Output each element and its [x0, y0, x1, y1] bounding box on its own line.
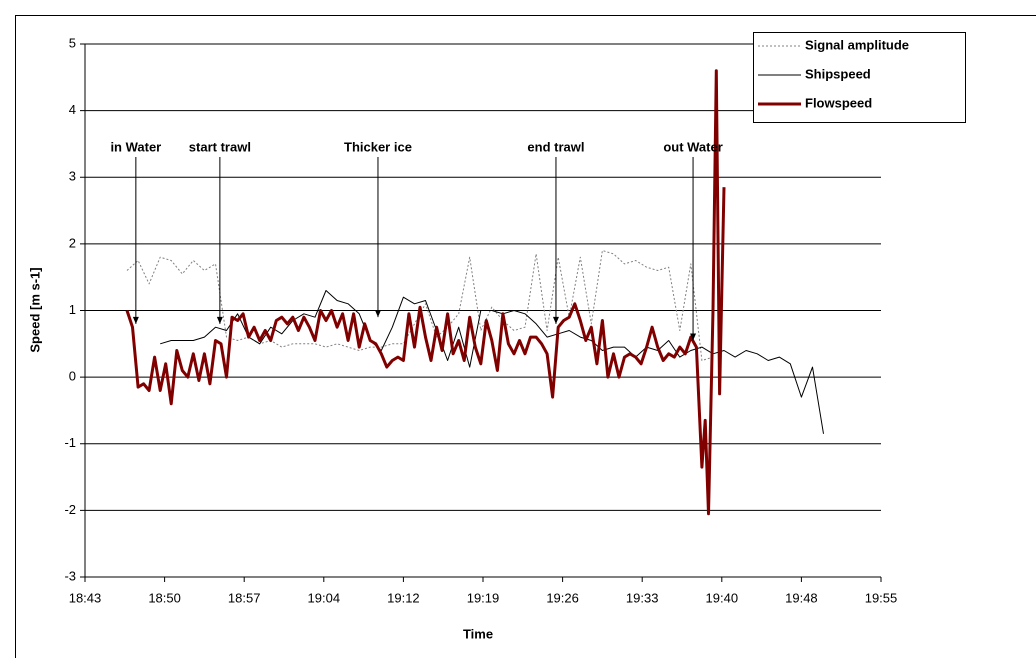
x-axis-label: Time — [463, 626, 493, 641]
y-tick-label: 1 — [69, 302, 76, 317]
series-line — [125, 69, 726, 516]
x-tick-label: 19:40 — [706, 590, 739, 605]
annotation-arrowhead — [690, 333, 697, 341]
x-tick-label: 19:26 — [546, 590, 579, 605]
x-tick-label: 19:04 — [308, 590, 341, 605]
annotation-label: start trawl — [189, 139, 251, 154]
y-axis-label: Speed [m s-1] — [27, 267, 42, 352]
x-tick-label: 19:12 — [387, 590, 420, 605]
x-tick-label: 18:57 — [228, 590, 261, 605]
x-tick-label: 19:48 — [785, 590, 818, 605]
x-tick-label: 19:55 — [865, 590, 898, 605]
annotation-label: out Water — [663, 139, 722, 154]
x-tick-label: 19:19 — [467, 590, 500, 605]
x-tick-label: 18:43 — [69, 590, 102, 605]
y-tick-label: -1 — [64, 435, 76, 450]
y-tick-label: 0 — [69, 369, 76, 384]
y-tick-label: 5 — [69, 35, 76, 50]
annotation-arrowhead — [374, 310, 381, 318]
legend-label: Shipspeed — [805, 66, 871, 81]
y-tick-label: -3 — [64, 568, 76, 583]
y-tick-label: -2 — [64, 502, 76, 517]
legend-label: Flowspeed — [805, 95, 872, 110]
annotation-arrowhead — [216, 316, 223, 324]
y-tick-label: 4 — [69, 102, 76, 117]
annotation-arrowhead — [132, 316, 139, 324]
y-tick-label: 2 — [69, 235, 76, 250]
legend-box — [753, 32, 966, 123]
annotation-label: in Water — [110, 139, 161, 154]
annotation-arrowhead — [552, 316, 559, 324]
annotation-label: end trawl — [527, 139, 584, 154]
legend-label: Signal amplitude — [805, 37, 909, 52]
y-tick-label: 3 — [69, 169, 76, 184]
x-tick-label: 18:50 — [148, 590, 181, 605]
annotation-label: Thicker ice — [344, 139, 412, 154]
x-tick-label: 19:33 — [626, 590, 659, 605]
series-line — [160, 290, 824, 434]
